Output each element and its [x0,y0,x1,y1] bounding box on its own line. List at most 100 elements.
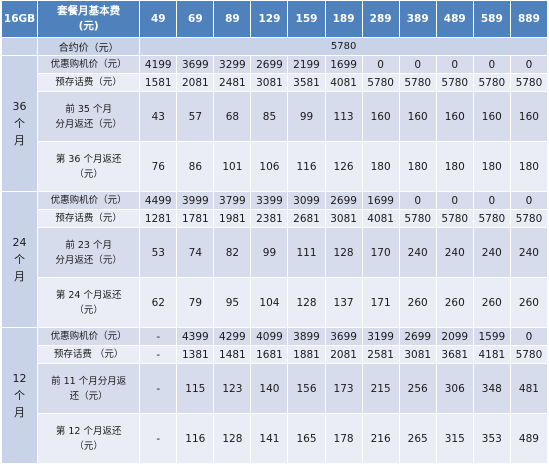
plan-row: 12 个 月优惠购机价（元） -4399 4299 4099 3899 3699 3199 2… [0,327,549,464]
value-cell: 481 [509,363,549,414]
value-cell: - [139,327,178,346]
value-cell: 141 [250,413,289,464]
value-cell: 215 [361,363,400,414]
value-cell: 216 [361,413,400,464]
value-cell: 4199 [139,55,178,74]
value-cell: 1581 [139,73,178,92]
value-cell: 171 [361,277,400,328]
value-cell: 128 [287,277,326,328]
plan-term-label: 12 个 月 [0,327,39,464]
value-cell: - [139,363,178,414]
fee-header: 589 [472,0,511,38]
value-cell: 260 [472,277,511,328]
value-cell: 256 [398,363,437,414]
fee-header: 159 [287,0,326,38]
value-cell: 3199 [361,327,400,346]
plan-row: 24 个 月优惠购机价（元） 4499 3999 3799 3399 3099 2699 16… [0,191,549,328]
value-cell: 3299 [213,55,252,74]
value-cell: 240 [435,227,474,278]
value-cell: 2681 [287,209,326,228]
value-cell: 76 [139,141,178,192]
value-cell: 3581 [287,73,326,92]
value-cell: 170 [361,227,400,278]
value-cell: 315 [435,413,474,464]
fee-header: 289 [361,0,400,38]
value-cell: 126 [324,141,363,192]
value-cell: 104 [250,277,289,328]
value-cell: 165 [287,413,326,464]
value-cell: 4099 [250,327,289,346]
value-cell: 160 [509,91,549,142]
fee-header: 69 [176,0,215,38]
value-cell: 4399 [176,327,215,346]
value-cell: 5780 [509,345,549,364]
plan-row: 第 12 个月返还 （元） -116 128 141 165 178 216 265 315 35… [2,413,549,464]
value-cell: 123 [213,363,252,414]
value-cell: 240 [472,227,511,278]
value-cell: 1699 [361,191,400,210]
capacity-header: 16GB [0,0,39,38]
plan-sections: 36 个 月优惠购机价（元） 4199 3699 3299 2699 2199 1699 0 0… [0,55,549,464]
row-label: 优惠购机价（元） [37,191,141,210]
row-label: 优惠购机价（元） [37,55,141,74]
header-row: 16GB 套餐月基本费 (元) 49 69 89 129 159 189 289… [0,0,549,38]
value-cell: 4081 [361,209,400,228]
fee-header: 389 [398,0,437,38]
value-cell: 4299 [213,327,252,346]
value-cell: 4499 [139,191,178,210]
value-cell: 3081 [398,345,437,364]
value-cell: 5780 [398,209,437,228]
value-cell: 260 [398,277,437,328]
value-cell: 306 [435,363,474,414]
plan-row: 前 23 个月 分月返还（元） 53 74 82 99 111 128 170 240 240 24… [2,227,549,278]
value-cell: 0 [509,327,549,346]
fee-header: 189 [324,0,363,38]
value-cell: 62 [139,277,178,328]
value-cell: 1281 [139,209,178,228]
value-cell: 2699 [398,327,437,346]
value-cell: 2699 [324,191,363,210]
value-cell: 3081 [250,73,289,92]
value-cell: 1481 [213,345,252,364]
value-cell: 116 [287,141,326,192]
value-cell: 1381 [176,345,215,364]
value-cell: 4181 [472,345,511,364]
value-cell: 0 [509,55,549,74]
value-cell: 3399 [250,191,289,210]
value-cell: 3099 [287,191,326,210]
plan-term-label: 24 个 月 [0,191,39,328]
value-cell: 137 [324,277,363,328]
row-label: 第 36 个月返还 （元） [37,141,141,192]
monthly-fee-header: 套餐月基本费 (元) [37,0,141,38]
value-cell: 260 [435,277,474,328]
value-cell: 1981 [213,209,252,228]
value-cell: 0 [472,55,511,74]
fee-header: 889 [509,0,549,38]
plan-row: 前 35 个月 分月返还（元） 43 57 68 85 99 113 160 160 160 160… [2,91,549,142]
fee-header: 489 [435,0,474,38]
value-cell: 0 [398,55,437,74]
value-cell: 3699 [176,55,215,74]
row-label: 优惠购机价（元） [37,327,141,346]
plan-row: 预存话费（元） 1281 1781 1981 2381 2681 3081 4081 5780 5… [2,209,549,228]
value-cell: 160 [398,91,437,142]
value-cell: 68 [213,91,252,142]
value-cell: 2099 [435,327,474,346]
fee-header: 89 [213,0,252,38]
value-cell: 5780 [509,73,549,92]
value-cell: 160 [435,91,474,142]
value-cell: 4081 [324,73,363,92]
value-cell: 79 [176,277,215,328]
plan-row: 预存话费（元） 1581 2081 2481 3081 3581 4081 5780 5780 5… [2,73,549,92]
value-cell: 3999 [176,191,215,210]
value-cell: 260 [509,277,549,328]
value-cell: 2081 [176,73,215,92]
value-cell: - [139,413,178,464]
value-cell: 2381 [250,209,289,228]
value-cell: 353 [472,413,511,464]
value-cell: - [139,345,178,364]
value-cell: 265 [398,413,437,464]
value-cell: 180 [435,141,474,192]
value-cell: 99 [250,227,289,278]
row-label: 预存话费（元） [37,73,141,92]
